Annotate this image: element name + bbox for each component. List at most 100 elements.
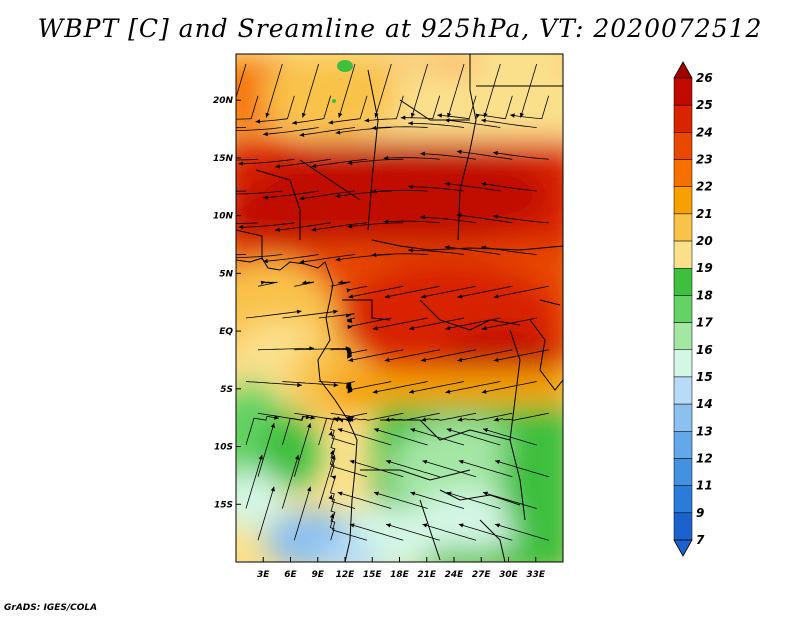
- colorbar-swatch: [673, 431, 693, 459]
- streamline: [437, 95, 477, 120]
- streamline-arrowhead: [374, 491, 379, 496]
- streamline-arrowhead: [483, 491, 488, 496]
- streamline-arrowhead: [227, 255, 232, 259]
- streamline: [299, 190, 356, 200]
- colorbar-swatch: [673, 485, 693, 514]
- streamline-arrowhead: [329, 449, 335, 455]
- streamline-arrowhead: [292, 120, 297, 125]
- streamline: [408, 186, 465, 192]
- streamline-arrowhead: [227, 128, 232, 132]
- streamline: [299, 127, 356, 136]
- streamline-arrowhead: [493, 357, 499, 362]
- streamline-arrowhead: [421, 417, 427, 422]
- colorbar-swatch: [673, 77, 693, 106]
- streamline-arrowhead: [328, 120, 334, 125]
- streamline: [494, 460, 549, 478]
- colorbar-label: 21: [696, 207, 713, 221]
- streamline: [236, 158, 259, 161]
- lon-tick-label: 24E: [445, 570, 465, 580]
- colorbar-swatch: [673, 349, 693, 378]
- colorbar-min-arrow: [673, 539, 693, 557]
- streamline: [275, 158, 331, 168]
- streamline-arrowhead: [447, 112, 452, 118]
- streamline: [456, 150, 513, 160]
- streamline-arrowhead: [383, 219, 389, 224]
- streamline: [318, 454, 336, 509]
- streamline-arrowhead: [310, 415, 316, 420]
- streamline-arrowhead: [493, 417, 499, 422]
- streamline-arrowhead: [458, 459, 464, 464]
- streamline: [409, 317, 465, 330]
- streamline: [494, 523, 549, 541]
- streamline-arrowhead: [420, 215, 425, 220]
- colorbar-label: 19: [696, 261, 713, 275]
- colorbar-label: 24: [696, 125, 713, 139]
- streamline-arrowhead: [328, 431, 333, 437]
- streamline-arrowhead: [349, 459, 355, 464]
- streamline: [458, 523, 513, 541]
- streamline: [372, 381, 428, 393]
- streamline: [409, 381, 465, 393]
- colorbar-label: 15: [696, 370, 713, 384]
- streamline: [447, 63, 465, 118]
- streamline-arrowhead: [481, 245, 486, 250]
- streamline-arrowhead: [307, 486, 312, 492]
- streamline: [520, 63, 538, 118]
- streamline: [493, 349, 549, 362]
- streamline-arrowhead: [457, 417, 463, 422]
- streamline: [330, 475, 356, 509]
- streamline-arrowhead: [337, 491, 343, 496]
- streamline-arrowhead: [202, 157, 207, 161]
- streamline: [481, 317, 537, 330]
- streamline: [385, 460, 440, 478]
- streamline-arrowhead: [299, 196, 305, 201]
- colorbar-swatch: [673, 132, 693, 160]
- lon-tick-label: 15E: [363, 570, 383, 580]
- streamline: [282, 381, 339, 386]
- lon-tick-label: 3E: [257, 570, 270, 580]
- streamline-arrowhead: [386, 459, 391, 464]
- streamline-arrowhead: [229, 113, 233, 118]
- streamline-arrowhead: [445, 389, 451, 394]
- streamline-arrowhead: [263, 195, 268, 200]
- streamline-arrowhead: [458, 523, 464, 528]
- streamline-arrowhead: [333, 382, 339, 388]
- streamline-arrowhead: [371, 252, 377, 258]
- streamline: [457, 349, 513, 362]
- streamline-arrowhead: [383, 155, 389, 161]
- colorbar-label: 12: [696, 451, 713, 465]
- streamline-arrowhead: [349, 523, 355, 528]
- streamline: [384, 412, 440, 421]
- colorbar-max-arrow: [673, 61, 693, 79]
- streamline-arrowhead: [338, 112, 343, 118]
- streamline: [347, 381, 356, 390]
- colorbar-label: 17: [696, 316, 713, 330]
- colorbar-swatch: [673, 267, 693, 296]
- streamline-arrowhead: [296, 309, 302, 314]
- streamline-arrowhead: [346, 288, 352, 293]
- streamline: [373, 428, 428, 446]
- streamline-arrowhead: [299, 132, 305, 137]
- colorbar-label: 16: [696, 343, 713, 357]
- streamline-arrowhead: [481, 118, 486, 123]
- streamline: [337, 492, 392, 509]
- streamline-arrowhead: [270, 486, 275, 492]
- streamline-arrowhead: [446, 491, 452, 496]
- streamline: [330, 513, 368, 541]
- streamline-arrowhead: [190, 187, 195, 191]
- streamline: [293, 422, 311, 477]
- streamline: [236, 254, 247, 256]
- colorbar-label: 11: [696, 479, 713, 493]
- streamline: [364, 95, 404, 122]
- streamline-arrowhead: [265, 112, 270, 118]
- streamline-arrowhead: [347, 324, 353, 330]
- streamline-arrowhead: [335, 257, 341, 262]
- streamline-arrowhead: [202, 220, 207, 224]
- streamline: [411, 63, 429, 118]
- streamline-arrowhead: [347, 389, 353, 394]
- colorbar-label: 18: [696, 288, 713, 302]
- streamline: [245, 310, 302, 319]
- colorbar-label: 25: [696, 98, 713, 112]
- streamline-arrowhead: [335, 193, 341, 199]
- colorbar-swatch: [673, 159, 693, 187]
